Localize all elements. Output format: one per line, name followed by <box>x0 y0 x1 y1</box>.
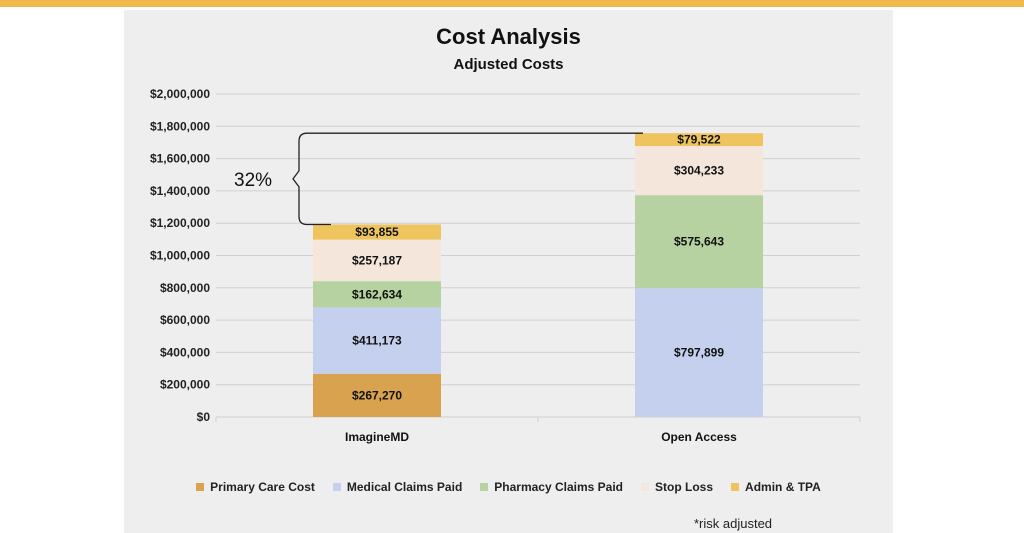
legend-swatch <box>641 483 650 491</box>
legend-item: Primary Care Cost <box>196 480 315 494</box>
data-label: $797,899 <box>674 346 724 360</box>
y-tick-label: $400,000 <box>160 345 210 359</box>
chart-panel <box>124 10 893 533</box>
legend-label: Admin & TPA <box>745 480 821 494</box>
x-tick-label: ImagineMD <box>345 430 409 444</box>
data-label: $267,270 <box>352 388 402 402</box>
annotation-label: 32% <box>234 170 272 191</box>
bar-segment <box>635 146 763 196</box>
y-tick-label: $1,200,000 <box>150 216 210 230</box>
bracket-annotation <box>292 132 643 226</box>
footnote: *risk adjusted <box>694 516 773 531</box>
legend-swatch <box>731 483 740 491</box>
bar-segment <box>635 133 763 147</box>
legend-label: Medical Claims Paid <box>346 480 463 494</box>
y-tick-label: $1,000,000 <box>150 249 210 263</box>
y-tick-label: $1,800,000 <box>150 119 210 133</box>
bar-segment <box>635 288 763 417</box>
legend-item: Stop Loss <box>641 480 713 494</box>
data-label: $162,634 <box>352 287 402 301</box>
legend-swatch <box>480 483 489 491</box>
bar-segment <box>313 281 441 308</box>
legend-label: Stop Loss <box>655 480 714 494</box>
data-label: $93,855 <box>355 225 399 239</box>
data-label: $411,173 <box>352 334 402 348</box>
chart-title: Cost Analysis <box>436 24 581 49</box>
y-tick-label: $200,000 <box>160 378 210 392</box>
bar-segment <box>313 373 441 417</box>
bar-segment <box>635 195 763 289</box>
y-tick-label: $0 <box>197 410 211 424</box>
legend-label: Primary Care Cost <box>210 480 315 494</box>
y-tick-label: $1,400,000 <box>150 184 210 198</box>
x-tick-label: Open Access <box>661 430 737 444</box>
top-accent-bar <box>0 0 1024 7</box>
bar-segment <box>313 239 441 282</box>
data-label: $257,187 <box>352 253 402 267</box>
chart-subtitle: Adjusted Costs <box>453 56 564 73</box>
legend-swatch <box>196 483 205 491</box>
stacked-bar-chart: $0 $200,000 $400,000 $600,000 $800,000 $1,000… <box>150 87 861 444</box>
data-label: $79,522 <box>677 133 721 147</box>
bar-segment <box>313 224 441 240</box>
legend-label: Pharmacy Claims Paid <box>494 480 624 494</box>
y-tick-label: $800,000 <box>160 281 210 295</box>
legend-item: Pharmacy Claims Paid <box>480 480 623 494</box>
y-tick-label: $600,000 <box>160 313 210 327</box>
data-label: $304,233 <box>674 164 724 178</box>
y-tick-label: $2,000,000 <box>150 87 210 101</box>
y-tick-label: $1,600,000 <box>150 152 210 166</box>
bar-segment <box>313 307 441 374</box>
legend-item: Medical Claims Paid <box>332 480 463 494</box>
legend-swatch <box>332 483 341 491</box>
data-label: $575,643 <box>674 235 724 249</box>
chart-legend: Primary Care Cost Medical Claims Paid Phar… <box>124 480 893 494</box>
legend-item: Admin & TPA <box>731 480 821 494</box>
